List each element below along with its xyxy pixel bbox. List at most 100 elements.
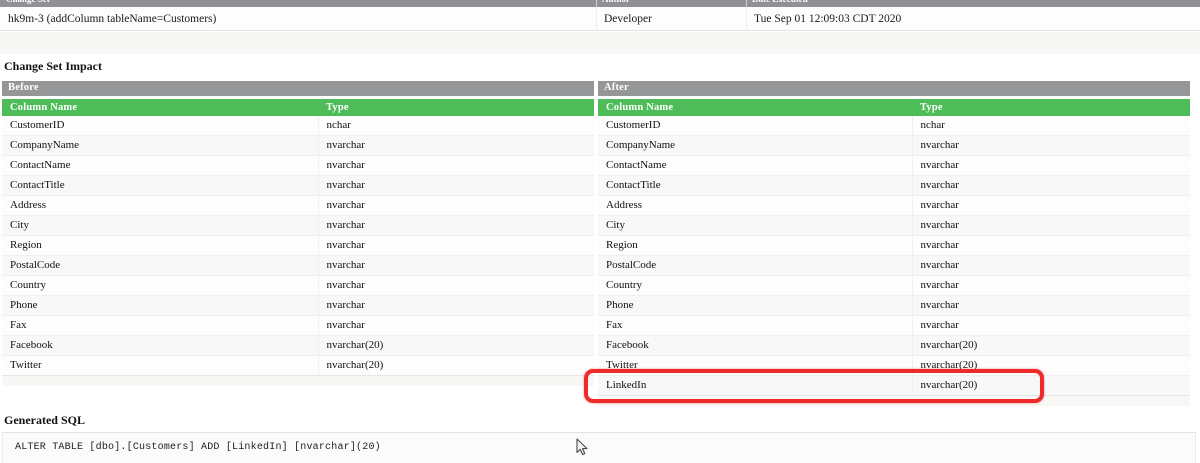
column-type-cell: nvarchar (318, 295, 594, 316)
column-type-cell: nvarchar (318, 175, 594, 196)
changeset-table-region: Change Set Author Date Executed hk9m-3 (… (0, 0, 1200, 54)
column-type-cell: nchar (318, 116, 594, 136)
column-name-cell: Country (2, 275, 319, 296)
column-type-cell: nvarchar (318, 275, 594, 296)
before-panel-bar: Before (2, 81, 594, 96)
before-header-column-name: Column Name (2, 99, 318, 116)
column-name-cell: Phone (598, 295, 913, 316)
column-type-cell: nvarchar (318, 235, 594, 256)
column-name-cell: Fax (598, 315, 913, 336)
column-name-cell: ContactName (598, 155, 913, 176)
header-divider-1 (596, 0, 597, 7)
column-name-cell: Address (2, 195, 319, 216)
after-panel: After Column Name Type CustomerID nchar Co… (598, 81, 1190, 406)
after-panel-bar: After (598, 81, 1190, 96)
section-spacer (0, 32, 1200, 54)
table-row[interactable]: Country nvarchar (598, 275, 1190, 296)
table-row[interactable]: CompanyName nvarchar (2, 135, 594, 156)
column-name-cell: Country (598, 275, 913, 296)
table-row[interactable]: Twitter nvarchar(20) (2, 355, 594, 376)
column-name-cell: ContactTitle (598, 175, 913, 196)
column-name-cell: City (2, 215, 319, 236)
table-row[interactable]: Address nvarchar (598, 195, 1190, 216)
table-row[interactable]: City nvarchar (598, 215, 1190, 236)
after-table-body: CustomerID nchar CompanyName nvarchar Contac… (598, 116, 1190, 396)
table-row[interactable]: CustomerID nchar (2, 116, 594, 136)
after-columns-table: Column Name Type CustomerID nchar CompanyN… (598, 99, 1190, 396)
column-type-cell: nvarchar (318, 255, 594, 276)
table-row[interactable]: Region nvarchar (2, 235, 594, 256)
table-row[interactable]: ContactName nvarchar (598, 155, 1190, 176)
column-name-cell: Facebook (2, 335, 319, 356)
table-row[interactable]: CompanyName nvarchar (598, 135, 1190, 156)
column-type-cell: nvarchar (912, 155, 1190, 176)
table-row[interactable]: Region nvarchar (598, 235, 1190, 256)
change-set-impact-title: Change Set Impact (4, 59, 102, 73)
after-header-column-name: Column Name (598, 99, 912, 116)
after-panel-label: After (604, 82, 629, 93)
column-type-cell: nvarchar (318, 195, 594, 216)
generated-sql-statement: ALTER TABLE [dbo].[Customers] ADD [Linke… (15, 442, 381, 453)
column-type-cell: nvarchar(20) (318, 335, 594, 356)
table-row[interactable]: CustomerID nchar (598, 116, 1190, 136)
column-type-cell: nvarchar (912, 135, 1190, 156)
before-panel-label: Before (8, 82, 39, 93)
column-name-cell: Fax (2, 315, 319, 336)
column-type-cell: nvarchar (912, 195, 1190, 216)
table-row[interactable]: PostalCode nvarchar (598, 255, 1190, 276)
column-type-cell: nvarchar(20) (912, 335, 1190, 356)
column-name-cell: LinkedIn (598, 375, 913, 396)
before-panel: Before Column Name Type CustomerID nchar C… (2, 81, 594, 386)
column-name-cell: CustomerID (2, 116, 319, 136)
column-type-cell: nvarchar (318, 215, 594, 236)
column-type-cell: nvarchar(20) (912, 375, 1190, 396)
column-type-cell: nvarchar (318, 135, 594, 156)
column-name-cell: Twitter (2, 355, 319, 376)
table-row[interactable]: ContactName nvarchar (2, 155, 594, 176)
column-type-cell: nchar (912, 116, 1190, 136)
table-row[interactable]: Fax nvarchar (2, 315, 594, 336)
column-name-cell: CompanyName (598, 135, 913, 156)
table-row[interactable]: Address nvarchar (2, 195, 594, 216)
table-row[interactable]: Facebook nvarchar(20) (598, 335, 1190, 356)
generated-sql-box[interactable]: ALTER TABLE [dbo].[Customers] ADD [Linke… (2, 432, 1196, 463)
column-name-cell: Twitter (598, 355, 913, 376)
column-name-cell: PostalCode (2, 255, 319, 276)
table-row[interactable]: Fax nvarchar (598, 315, 1190, 336)
table-row[interactable]: PostalCode nvarchar (2, 255, 594, 276)
before-columns-table: Column Name Type CustomerID nchar CompanyN… (2, 99, 594, 376)
column-name-cell: CompanyName (2, 135, 319, 156)
table-row[interactable]: ContactTitle nvarchar (2, 175, 594, 196)
header-divider-2 (746, 0, 747, 7)
changeset-table-header-row: Change Set Author Date Executed (0, 0, 1200, 7)
column-type-cell: nvarchar (912, 295, 1190, 316)
table-row[interactable]: LinkedIn nvarchar(20) (598, 375, 1190, 396)
changeset-header-changeset: Change Set (6, 0, 50, 5)
column-name-cell: PostalCode (598, 255, 913, 276)
changeset-date-cell: Tue Sep 01 12:09:03 CDT 2020 (754, 13, 902, 25)
before-header-type: Type (318, 99, 594, 116)
table-row[interactable]: ContactTitle nvarchar (598, 175, 1190, 196)
generated-sql-title: Generated SQL (4, 413, 85, 427)
table-row[interactable]: Twitter nvarchar(20) (598, 355, 1190, 376)
table-row[interactable]: Phone nvarchar (598, 295, 1190, 316)
table-row[interactable]: City nvarchar (2, 215, 594, 236)
table-row[interactable]: Facebook nvarchar(20) (2, 335, 594, 356)
column-name-cell: Address (598, 195, 913, 216)
column-type-cell: nvarchar(20) (912, 355, 1190, 376)
column-type-cell: nvarchar (912, 235, 1190, 256)
column-type-cell: nvarchar (912, 275, 1190, 296)
changeset-col-divider-2 (746, 7, 747, 31)
changeset-header-author: Author (602, 0, 630, 5)
column-name-cell: ContactName (2, 155, 319, 176)
table-row[interactable]: Phone nvarchar (2, 295, 594, 316)
column-name-cell: Facebook (598, 335, 913, 356)
after-panel-footer (598, 396, 1190, 406)
column-name-cell: Region (2, 235, 319, 256)
column-type-cell: nvarchar (912, 175, 1190, 196)
table-row[interactable]: Country nvarchar (2, 275, 594, 296)
column-name-cell: Phone (2, 295, 319, 316)
column-name-cell: CustomerID (598, 116, 913, 136)
changeset-table-row[interactable]: hk9m-3 (addColumn tableName=Customers) D… (0, 7, 1200, 31)
